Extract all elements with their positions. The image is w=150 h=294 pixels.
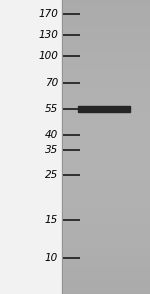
Text: 10: 10: [45, 253, 58, 263]
Text: 170: 170: [38, 9, 58, 19]
Text: 70: 70: [45, 78, 58, 88]
Text: 15: 15: [45, 215, 58, 225]
Text: 55: 55: [45, 104, 58, 114]
Text: 130: 130: [38, 30, 58, 40]
Bar: [62, 0, 150, 294]
Text: 35: 35: [45, 145, 58, 155]
Bar: [78, 106, 130, 112]
Text: 40: 40: [45, 130, 58, 140]
Text: 25: 25: [45, 170, 58, 180]
Text: 100: 100: [38, 51, 58, 61]
